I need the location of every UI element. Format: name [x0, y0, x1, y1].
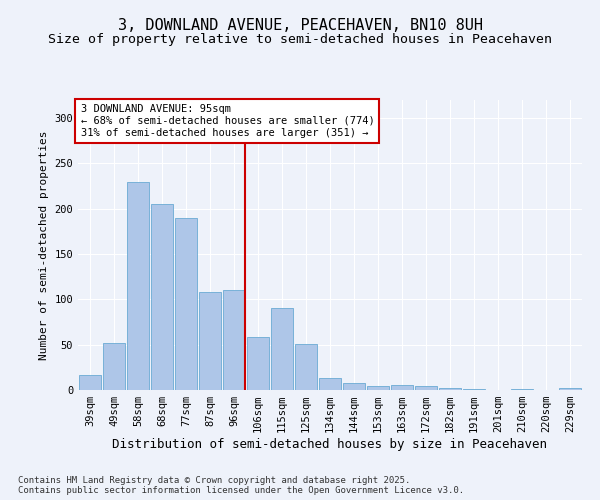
Text: 3 DOWNLAND AVENUE: 95sqm
← 68% of semi-detached houses are smaller (774)
31% of : 3 DOWNLAND AVENUE: 95sqm ← 68% of semi-d… — [80, 104, 374, 138]
Bar — [295, 344, 317, 390]
Bar — [79, 374, 101, 390]
Text: 3, DOWNLAND AVENUE, PEACEHAVEN, BN10 8UH: 3, DOWNLAND AVENUE, PEACEHAVEN, BN10 8UH — [118, 18, 482, 32]
Bar — [247, 336, 269, 390]
Y-axis label: Number of semi-detached properties: Number of semi-detached properties — [39, 130, 49, 360]
Bar — [439, 388, 461, 390]
Bar — [223, 290, 245, 390]
Bar — [391, 386, 413, 390]
X-axis label: Distribution of semi-detached houses by size in Peacehaven: Distribution of semi-detached houses by … — [113, 438, 548, 451]
Bar — [415, 386, 437, 390]
Bar — [175, 218, 197, 390]
Bar — [151, 204, 173, 390]
Bar — [319, 378, 341, 390]
Bar — [463, 389, 485, 390]
Bar — [127, 182, 149, 390]
Bar — [271, 308, 293, 390]
Text: Size of property relative to semi-detached houses in Peacehaven: Size of property relative to semi-detach… — [48, 32, 552, 46]
Bar — [199, 292, 221, 390]
Bar — [511, 389, 533, 390]
Bar — [367, 386, 389, 390]
Bar — [343, 383, 365, 390]
Bar — [103, 343, 125, 390]
Bar — [559, 388, 581, 390]
Text: Contains HM Land Registry data © Crown copyright and database right 2025.
Contai: Contains HM Land Registry data © Crown c… — [18, 476, 464, 495]
